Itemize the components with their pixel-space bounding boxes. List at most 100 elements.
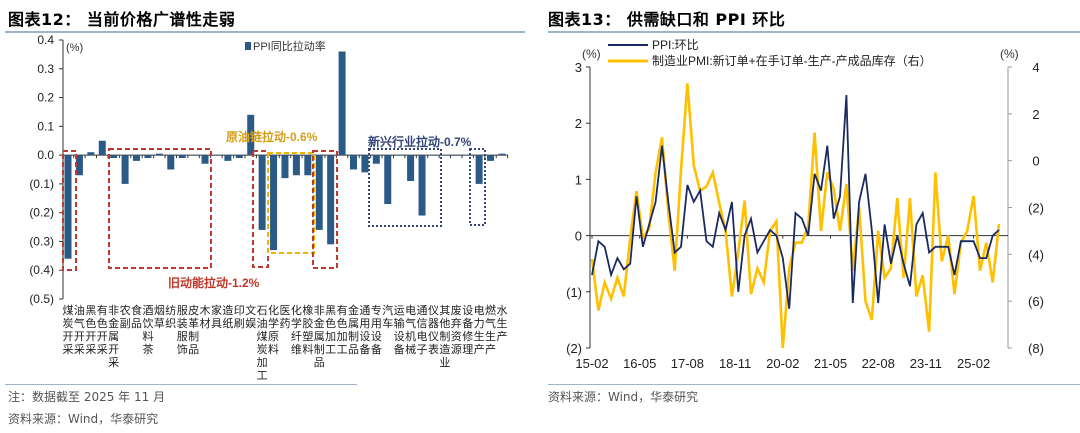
- x-tick-label: 化学原料: [268, 303, 279, 356]
- x-tick-label: 水生产: [496, 304, 507, 343]
- y-tick-label: 0.0: [37, 148, 54, 162]
- bar: [350, 155, 357, 170]
- x-tick-label: 废弃资源: [451, 303, 462, 356]
- old-driver-box: [312, 150, 338, 269]
- y-tick-label: (0.4): [29, 263, 54, 277]
- x-tick-label: 专用设备: [371, 303, 382, 356]
- legend-pmi-label: 制造业PMI:新订单+在手订单-生产-产成品库存（右）: [652, 53, 932, 68]
- bar: [407, 155, 415, 182]
- x-tick-label: 非金属制品: [314, 304, 325, 369]
- x-tick-label: 文娱: [245, 303, 256, 330]
- bar: [270, 155, 278, 251]
- emerging-box: [368, 148, 442, 227]
- x-tick-label: 造纸: [222, 303, 233, 330]
- bar: [452, 155, 460, 156]
- x-tick-label: 橡胶塑料: [302, 304, 313, 356]
- left-y-unit: (%): [582, 47, 601, 61]
- bar: [475, 155, 483, 184]
- right-y-tick-label: 0: [1032, 154, 1039, 169]
- y-tick-label: 0.2: [37, 91, 54, 105]
- right-y-tick-label: 4: [1032, 60, 1039, 75]
- y-tick-label: (0.5): [29, 292, 54, 306]
- bar: [235, 155, 243, 158]
- bar: [64, 155, 72, 259]
- emerging-annotation: 新兴行业拉动-0.7%: [368, 134, 472, 149]
- footer-divider: [5, 384, 357, 385]
- x-tick-label: 家具: [211, 303, 222, 330]
- x-tick-label: 煤炭开采: [63, 304, 74, 356]
- bar: [121, 155, 129, 184]
- bar-chart: 0.4 0.3 0.2 0.1 0.0 (0.1) (0.2) (0.3) (0.4) (0.5)…: [29, 33, 509, 382]
- y-tick-label: 0.4: [37, 33, 54, 47]
- x-tick-label: 电力生产: [474, 304, 485, 356]
- line-chart: 3 2 1 0 (1) (2) 4 2 0 (2) (4) (6) (8) 15-02 16-05 17-08…: [566, 38, 1044, 371]
- x-tick-label: 通信电子: [417, 304, 428, 356]
- old-driver-box: [108, 148, 212, 269]
- x-tick-label: 印刷: [234, 304, 245, 330]
- x-tick-label: 17-08: [671, 356, 704, 371]
- data-note: 注：数据截至 2025 年 11 月: [8, 390, 166, 404]
- x-tick-label: 石油煤炭加工: [257, 305, 268, 382]
- bar: [487, 155, 495, 161]
- bar: [110, 155, 118, 158]
- right-y-tick-label: (4): [1028, 247, 1044, 262]
- x-tick-label: 酒饮料茶: [142, 304, 153, 356]
- bar: [258, 155, 266, 230]
- right-y-tick-label: 2: [1032, 107, 1039, 122]
- bar: [281, 155, 289, 179]
- old-driver-box: [62, 150, 77, 271]
- x-tick-label: 木材: [200, 304, 211, 330]
- x-tick-label: 黑色加工: [325, 304, 336, 356]
- x-tick-label: 15-02: [575, 356, 608, 371]
- y-tick-label: (0.3): [29, 234, 54, 248]
- x-tick-label: 18-11: [719, 356, 751, 371]
- x-tick-label: 有色开采: [97, 303, 108, 356]
- bar: [144, 155, 152, 158]
- right-y-tick-label: (6): [1028, 294, 1044, 309]
- x-tick-label: 有色加工: [337, 303, 348, 356]
- bar: [384, 155, 392, 205]
- bar: [315, 155, 323, 230]
- right-source: 资料来源：Wind，华泰研究: [548, 390, 699, 404]
- x-tick-label: 25-02: [957, 356, 990, 371]
- legend-swatch: [245, 42, 251, 50]
- bar: [247, 114, 255, 156]
- x-tick-label: 油气开采: [74, 303, 85, 356]
- title-divider: [548, 31, 1080, 33]
- x-tick-label: 皮革制品: [188, 304, 199, 356]
- bar: [212, 155, 220, 156]
- pmi-series-line: [590, 83, 1001, 349]
- bar: [338, 51, 346, 156]
- left-y-tick-label: 0: [575, 229, 582, 244]
- y-tick-label: 0.3: [37, 62, 54, 76]
- bar: [201, 155, 209, 164]
- ppi-series-line: [591, 95, 1000, 309]
- x-tick-label: 金属制品: [348, 303, 359, 356]
- legend-label: PPI同比拉动率: [253, 39, 326, 53]
- x-tick-label: 通用设备: [359, 304, 370, 356]
- title-divider: [5, 31, 525, 33]
- x-tick-label: 非金属开采: [108, 304, 119, 369]
- x-tick-label: 22-08: [862, 356, 895, 371]
- bar: [190, 155, 198, 156]
- oil-chain-box: [267, 152, 315, 254]
- bar: [178, 155, 186, 158]
- x-tick-label: 化学纤维: [291, 303, 302, 356]
- x-tick-label: 16-05: [623, 356, 656, 371]
- bar: [87, 152, 95, 156]
- bar: [429, 155, 437, 156]
- bar: [395, 155, 403, 156]
- oil-chain-annotation: 原油链拉动-0.6%: [226, 129, 318, 144]
- x-tick-label: 汽车: [382, 303, 393, 330]
- bar: [498, 153, 506, 156]
- footer-divider: [548, 384, 1080, 385]
- bar: [155, 153, 163, 156]
- x-tick-label: 燃气生产: [485, 303, 496, 356]
- bar: [167, 155, 175, 170]
- left-y-tick-label: (1): [566, 285, 582, 300]
- bar: [418, 155, 426, 216]
- bar: [441, 155, 449, 156]
- bar: [133, 155, 141, 161]
- x-tick-label: 20-02: [766, 356, 799, 371]
- x-tick-label: 21-05: [814, 356, 847, 371]
